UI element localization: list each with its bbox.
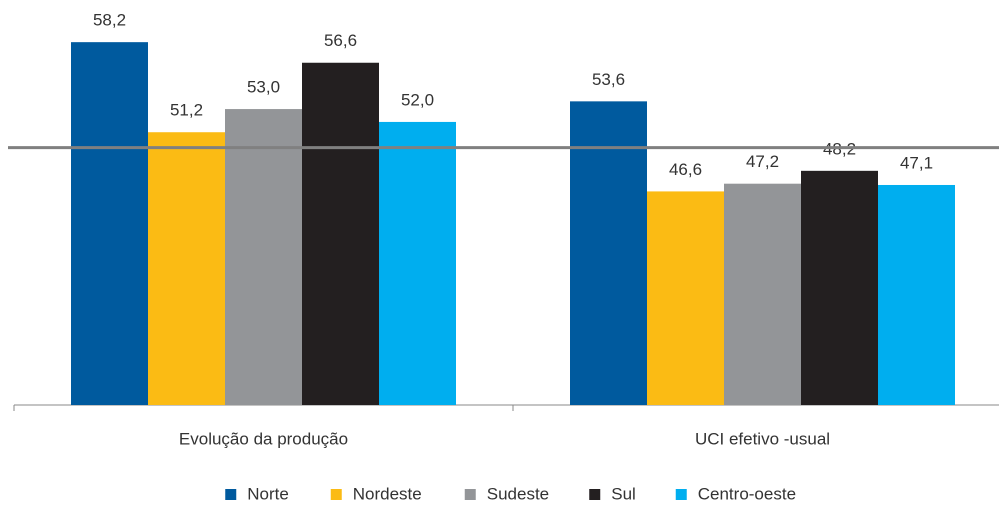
- value-label: 52,0: [401, 90, 434, 109]
- bar: [801, 170, 878, 405]
- bar: [724, 183, 801, 405]
- legend-label: Sul: [611, 484, 636, 503]
- bar: [71, 42, 148, 405]
- value-label: 53,0: [247, 78, 280, 97]
- bar: [225, 109, 302, 406]
- legend-label: Sudeste: [487, 484, 549, 503]
- value-label: 47,1: [900, 153, 933, 172]
- bar: [878, 184, 955, 405]
- bar: [570, 101, 647, 405]
- legend-swatch: [330, 489, 342, 500]
- value-label: 56,6: [324, 31, 357, 50]
- legend-swatch: [225, 489, 237, 500]
- bar: [379, 121, 456, 405]
- legend-swatch: [589, 489, 601, 500]
- value-label: 47,2: [746, 152, 779, 171]
- value-label: 51,2: [170, 101, 203, 120]
- legend-swatch: [464, 489, 476, 500]
- legend-label: Nordeste: [353, 484, 422, 503]
- bar: [148, 132, 225, 405]
- legend-label: Norte: [247, 484, 289, 503]
- legend-label: Centro-oeste: [698, 484, 796, 503]
- value-label: 46,6: [669, 160, 702, 179]
- bar: [647, 191, 724, 405]
- bar: [302, 62, 379, 405]
- value-label: 53,6: [592, 70, 625, 89]
- value-label: 58,2: [93, 11, 126, 30]
- legend-swatch: [675, 489, 687, 500]
- x-tick-label: UCI efetivo -usual: [695, 429, 830, 448]
- x-tick-label: Evolução da produção: [179, 429, 348, 448]
